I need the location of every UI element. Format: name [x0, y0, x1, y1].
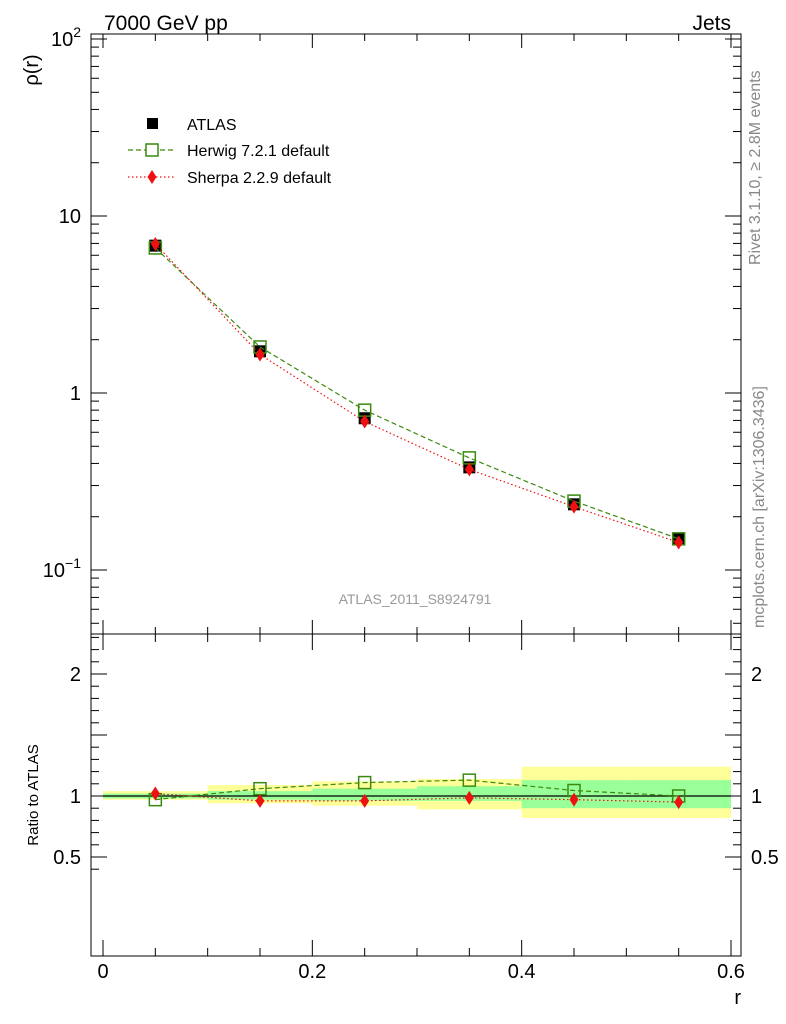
sherpa-data-point — [255, 347, 265, 362]
ratio-y-tick-label: 2 — [70, 664, 81, 686]
sherpa-data-point — [360, 793, 370, 808]
x-tick-label: 0.2 — [298, 961, 326, 983]
ratio-y-tick-label-right: 1 — [751, 786, 762, 808]
x-tick-label: 0.6 — [717, 961, 745, 983]
y-tick-label: 102 — [51, 24, 81, 51]
herwig-data-point — [357, 775, 372, 790]
sherpa-data-point — [150, 786, 160, 801]
sherpa-data-point — [464, 462, 474, 477]
sherpa-data-point — [569, 792, 579, 807]
sherpa-data-point — [255, 793, 265, 808]
upper-axis-ticks: 102 10 1 10−1 — [43, 24, 741, 634]
herwig-data-point — [462, 773, 477, 787]
sherpa-data-point — [674, 795, 684, 810]
y-axis-label: ρ(r) — [21, 54, 43, 85]
header-right-title: Jets — [692, 12, 731, 35]
header-left-title: 7000 GeV pp — [104, 12, 228, 35]
legend: ATLAS Herwig 7.2.1 default Sherpa 2.2.9 … — [128, 117, 332, 187]
series-line — [154, 247, 679, 540]
x-tick-label: 0 — [97, 961, 108, 983]
legend-sherpa-marker — [147, 170, 157, 184]
lower-panel: 2 2 1 1 0.5 0.5 0 0.2 0.4 0.6 Ratio to ATLAS r — [25, 633, 779, 1009]
legend-atlas-marker — [147, 118, 158, 129]
ratio-y-tick-label-right: 2 — [751, 664, 762, 686]
legend-atlas-label: ATLAS — [187, 117, 237, 134]
analysis-label: ATLAS_2011_S8924791 — [339, 591, 492, 607]
mcplots-label: mcplots.cern.ch [arXiv:1306.3436] — [751, 386, 768, 628]
series-line — [154, 243, 679, 544]
legend-sherpa-label: Sherpa 2.2.9 default — [187, 170, 332, 187]
x-axis-label: r — [734, 987, 741, 1009]
ratio-y-tick-label: 0.5 — [53, 847, 81, 869]
y-tick-label: 10 — [59, 206, 81, 228]
ratio-axis-label: Ratio to ATLAS — [25, 744, 42, 845]
legend-herwig-label: Herwig 7.2.1 default — [187, 143, 330, 160]
series-line — [155, 792, 679, 803]
sherpa-data-point — [464, 790, 474, 805]
sherpa-data-point — [150, 236, 160, 251]
upper-panel: 102 10 1 10−1 ρ(r) ATLAS_2011_S8924791 ATLA… — [21, 24, 742, 635]
lower-axis-ticks: 2 2 1 1 0.5 0.5 0 0.2 0.4 0.6 — [53, 634, 779, 983]
y-tick-label: 10−1 — [43, 555, 81, 582]
sherpa-data-point — [360, 414, 370, 429]
sherpa-data-point — [674, 535, 684, 550]
ratio-y-tick-label: 1 — [70, 786, 81, 808]
lower-frame — [90, 633, 742, 957]
rivet-version-label: Rivet 3.1.10, ≥ 2.8M events — [747, 70, 764, 265]
sherpa-data-point — [569, 499, 579, 514]
x-tick-label: 0.4 — [508, 961, 536, 983]
ratio-y-tick-label-right: 0.5 — [751, 847, 779, 869]
legend-herwig-marker — [145, 143, 159, 157]
y-tick-label: 1 — [70, 383, 81, 405]
